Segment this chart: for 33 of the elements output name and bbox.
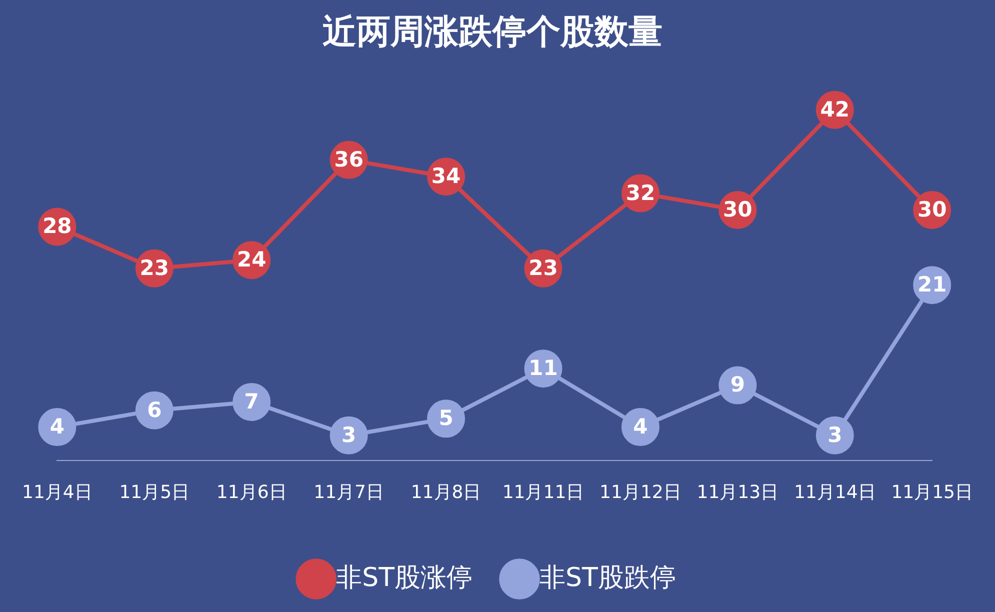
data-label: 30 xyxy=(917,197,947,222)
x-tick-label: 11月7日 xyxy=(314,482,384,503)
data-label: 36 xyxy=(334,147,364,172)
data-label: 24 xyxy=(236,248,266,272)
data-label: 21 xyxy=(917,272,947,297)
data-label: 30 xyxy=(723,197,752,222)
data-label: 23 xyxy=(528,256,558,280)
x-tick-label: 11月11日 xyxy=(502,482,584,503)
legend-label: 非ST股涨停 xyxy=(336,562,473,593)
x-tick-label: 11月12日 xyxy=(600,482,682,503)
x-tick-label: 11月15日 xyxy=(891,482,973,503)
data-label: 32 xyxy=(626,180,656,205)
legend-label: 非ST股跌停 xyxy=(540,562,676,593)
data-label: 4 xyxy=(633,414,648,438)
x-tick-label: 11月6日 xyxy=(216,482,287,503)
data-label: 5 xyxy=(438,406,454,430)
data-label: 3 xyxy=(342,422,356,447)
data-label: 34 xyxy=(431,164,461,188)
data-label: 4 xyxy=(50,414,64,438)
data-label: 11 xyxy=(528,356,558,380)
x-tick-label: 11月13日 xyxy=(696,482,779,503)
data-label: 42 xyxy=(820,97,850,122)
data-label: 23 xyxy=(140,256,170,280)
x-tick-label: 11月4日 xyxy=(22,482,92,503)
chart-title: 近两周涨跌停个股数量 xyxy=(322,12,662,52)
x-tick-label: 11月14日 xyxy=(794,482,876,503)
data-label: 6 xyxy=(147,398,162,422)
data-label: 9 xyxy=(730,372,745,397)
data-label: 7 xyxy=(244,389,259,414)
x-tick-label: 11月5日 xyxy=(119,482,190,503)
x-tick-label: 11月8日 xyxy=(410,482,482,503)
data-label: 3 xyxy=(828,422,842,447)
data-label: 28 xyxy=(42,214,72,238)
